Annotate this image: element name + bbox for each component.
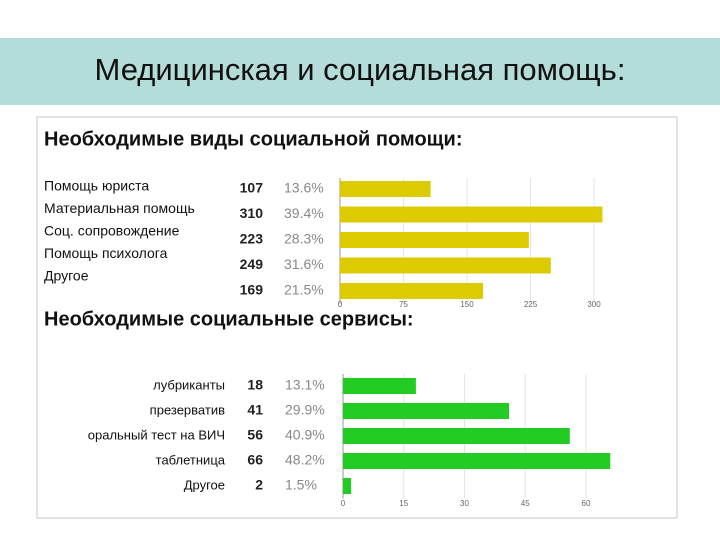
category-label: Другое xyxy=(184,477,225,492)
x-tick-label: 225 xyxy=(524,300,538,309)
share-label: 21.5% xyxy=(284,282,324,298)
bar xyxy=(343,478,352,494)
count-label: 18 xyxy=(247,377,263,393)
bar xyxy=(340,232,529,248)
chart-title: Необходимые социальные сервисы: xyxy=(44,308,414,330)
header-band xyxy=(0,38,720,105)
share-label: 31.6% xyxy=(284,256,324,272)
share-label: 13.1% xyxy=(285,377,325,393)
share-label: 40.9% xyxy=(285,427,325,443)
category-label: таблетница xyxy=(156,452,226,467)
bar xyxy=(340,181,431,197)
bar xyxy=(340,206,603,223)
share-label: 48.2% xyxy=(285,452,325,468)
chart-title: Необходимые виды социальной помощи: xyxy=(44,128,463,150)
bar xyxy=(343,378,416,394)
share-label: 13.6% xyxy=(284,180,324,196)
share-label: 39.4% xyxy=(284,205,324,221)
x-tick-label: 15 xyxy=(399,499,408,508)
category-label: Материальная помощь xyxy=(44,200,195,216)
x-tick-label: 30 xyxy=(460,499,469,508)
category-label: Помощь юриста xyxy=(44,178,149,194)
share-label: 29.9% xyxy=(285,402,325,418)
x-tick-label: 0 xyxy=(338,300,343,309)
category-label: презерватив xyxy=(150,402,225,417)
bar xyxy=(340,257,551,274)
share-label: 28.3% xyxy=(284,231,324,247)
category-label: Другое xyxy=(44,268,89,284)
category-label: оральный тест на ВИЧ xyxy=(88,427,225,442)
category-label: Соц. сопровождение xyxy=(44,223,180,239)
count-label: 249 xyxy=(240,256,264,272)
x-tick-label: 75 xyxy=(399,300,408,309)
count-label: 2 xyxy=(255,477,263,493)
x-tick-label: 60 xyxy=(582,499,591,508)
count-label: 41 xyxy=(247,402,263,418)
slide-title: Медицинская и социальная помощь: xyxy=(95,52,626,87)
bar xyxy=(343,453,611,469)
bar xyxy=(340,283,484,299)
count-label: 66 xyxy=(247,452,263,468)
category-label: Помощь психолога xyxy=(44,245,168,261)
bar xyxy=(343,428,570,444)
x-tick-label: 300 xyxy=(587,300,601,309)
share-label: 1.5% xyxy=(285,477,317,493)
x-tick-label: 150 xyxy=(460,300,474,309)
count-label: 169 xyxy=(240,282,264,298)
count-label: 56 xyxy=(247,427,263,443)
count-label: 107 xyxy=(240,180,264,196)
x-tick-label: 45 xyxy=(521,499,530,508)
count-label: 310 xyxy=(240,205,264,221)
count-label: 223 xyxy=(240,231,264,247)
category-label: лубриканты xyxy=(153,377,225,392)
x-tick-label: 0 xyxy=(341,499,346,508)
bar xyxy=(343,403,510,419)
